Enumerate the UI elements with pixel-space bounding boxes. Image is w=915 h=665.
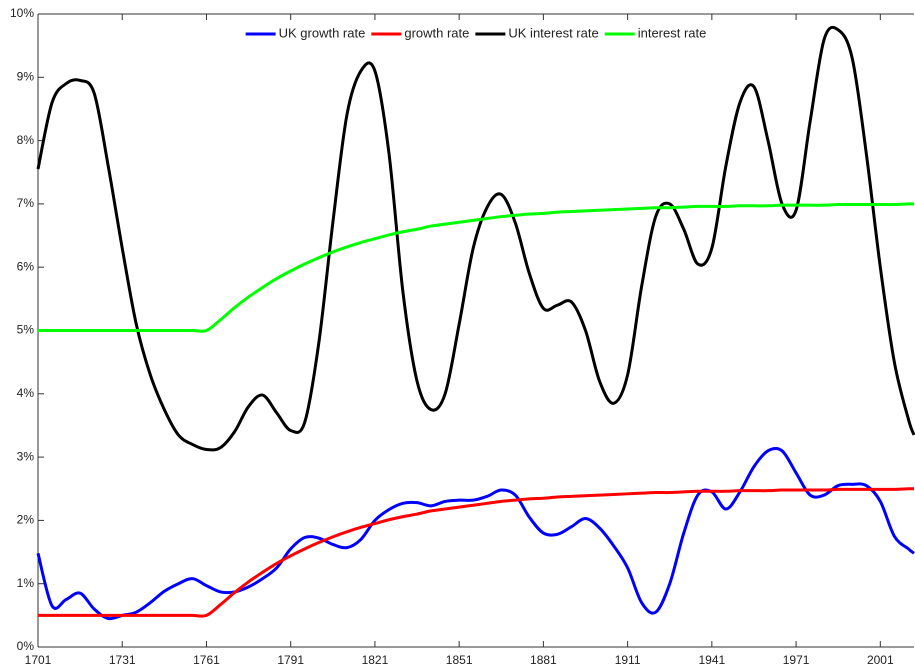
- legend-label: UK interest rate: [508, 25, 598, 40]
- y-tick-label: 2%: [17, 513, 35, 527]
- y-tick-label: 6%: [17, 259, 35, 273]
- x-tick-label: 1761: [193, 653, 220, 665]
- series-line: [38, 202, 915, 333]
- legend-label: interest rate: [638, 25, 707, 40]
- y-tick-label: 3%: [17, 449, 35, 463]
- x-tick-label: 1911: [615, 653, 641, 665]
- legend-label: UK growth rate: [279, 25, 366, 40]
- x-tick-label: 2001: [867, 653, 894, 665]
- legend-label: growth rate: [404, 25, 469, 40]
- y-tick-label: 9%: [17, 69, 35, 83]
- x-tick-label: 1821: [362, 653, 389, 665]
- y-tick-label: 1%: [17, 576, 35, 590]
- x-tick-label: 1881: [530, 653, 557, 665]
- x-tick-label: 1851: [446, 653, 473, 665]
- x-tick-label: 1791: [277, 653, 304, 665]
- y-tick-label: 10%: [10, 6, 34, 20]
- x-tick-label: 1731: [109, 653, 136, 665]
- x-tick-label: 1701: [25, 653, 52, 665]
- y-tick-label: 4%: [17, 386, 35, 400]
- y-tick-label: 7%: [17, 196, 35, 210]
- y-tick-label: 5%: [17, 323, 35, 337]
- x-tick-label: 1971: [783, 653, 810, 665]
- legend: UK growth rate growth rate UK interest rat…: [245, 25, 707, 40]
- y-tick-label: 0%: [17, 639, 35, 653]
- y-tick-label: 8%: [17, 133, 35, 147]
- series-line: [36, 446, 915, 621]
- series-line: [38, 487, 915, 618]
- x-tick-label: 1941: [698, 653, 725, 665]
